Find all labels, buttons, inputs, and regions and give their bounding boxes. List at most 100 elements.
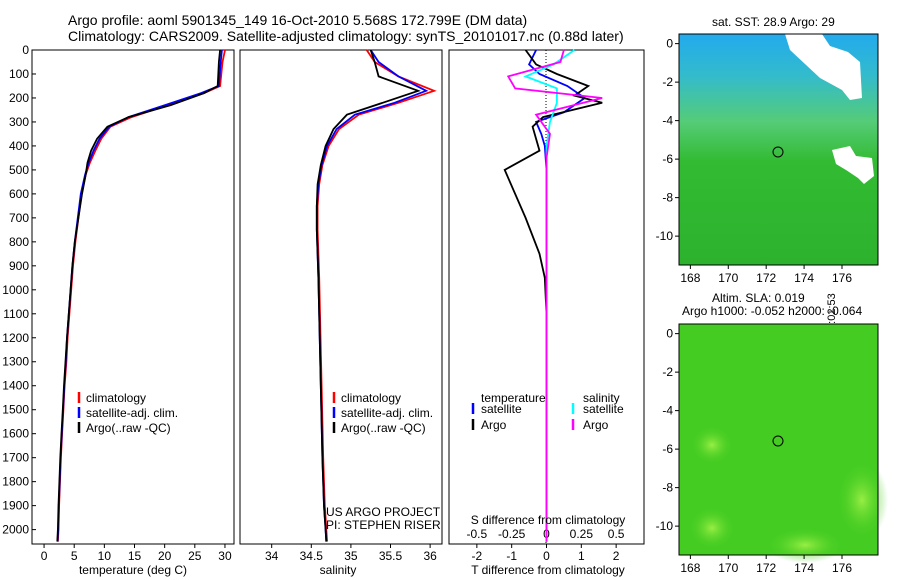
sla-lat-tick-label: -10: [656, 519, 674, 533]
sla-map-title-line-2: Argo h1000: -0.052 h2000: -0.064: [682, 304, 863, 318]
temperature-x-tick-label: 30: [218, 549, 232, 563]
legend-entry: satellite: [481, 402, 522, 416]
difference-x-tick-label: 2: [613, 549, 620, 563]
pressure-tick-label: 1500: [2, 403, 29, 417]
salinity-x-tick-label: 36: [423, 549, 437, 563]
temperature-series-argo-raw-qc-: [56, 49, 221, 542]
difference-series-s-satellite: [523, 49, 575, 542]
s-difference-tick-label: -0.25: [498, 527, 526, 541]
salinity-panel: 34 34.5 35 35.5 36 climatologysatellite-adj.…: [239, 49, 443, 577]
sst-lat-tick-label: 0: [666, 37, 673, 51]
sla-lat-tick-label: 0: [666, 327, 673, 341]
legend-entry: satellite: [583, 402, 624, 416]
difference-x-tick-label: -1: [506, 549, 517, 563]
pressure-tick-label: 400: [9, 139, 29, 153]
salinity-x-tick-label: 34: [265, 549, 279, 563]
sla-lon-tick-label: 170: [718, 561, 738, 575]
s-difference-label: S difference from climatology: [471, 513, 626, 527]
sla-map-frame: [678, 323, 879, 556]
sst-map-frame: [678, 33, 879, 266]
sst-lat-tick-label: -6: [662, 152, 673, 166]
sst-argo-marker: [772, 146, 784, 158]
sst-land-mask-east: [832, 146, 874, 184]
title-line-1: Argo profile: aoml 5901345_149 16-Oct-20…: [68, 12, 528, 28]
legend-entry: Argo: [481, 418, 507, 432]
s-difference-tick-label: 0.25: [570, 527, 594, 541]
legend-entry: Argo: [583, 418, 609, 432]
legend-entry: satellite-adj. clim.: [341, 406, 433, 420]
salinity-plot-frame: [239, 49, 443, 545]
t-difference-label: T difference from climatology: [471, 563, 625, 577]
sst-lon-tick-label: 170: [718, 271, 738, 285]
difference-x-tick-label: 1: [578, 549, 585, 563]
legend-entry: Argo(..raw -QC): [341, 421, 426, 435]
pressure-tick-label: 800: [9, 235, 29, 249]
sst-lon-tick-label: 176: [832, 271, 852, 285]
sla-high-patch-4: [765, 527, 845, 563]
sst-lat-tick-label: -10: [656, 229, 674, 243]
sla-high-patch-1: [690, 425, 734, 465]
pressure-tick-label: 1300: [2, 355, 29, 369]
pressure-tick-label: 300: [9, 115, 29, 129]
difference-panel: -2 -1 0 1 2-0.5 -0.25 0 0.25 0.5 temperature sali…: [448, 49, 645, 577]
pressure-tick-label: 1400: [2, 379, 29, 393]
pressure-tick-label: 1900: [2, 499, 29, 513]
pressure-tick-label: 0: [22, 43, 29, 57]
temperature-panel: 0100200300400500600700800900100011001200…: [2, 43, 235, 577]
salinity-x-label: salinity: [320, 563, 357, 577]
difference-series-t-satellite: [527, 49, 587, 542]
sst-lon-tick-label: 174: [794, 271, 814, 285]
sla-map-title-line-1: Altim. SLA: 0.019: [712, 291, 805, 305]
pressure-tick-label: 200: [9, 91, 29, 105]
sla-lat-tick-label: -8: [662, 481, 673, 495]
pressure-tick-label: 1800: [2, 475, 29, 489]
salinity-series-argo-raw-qc-: [315, 49, 421, 542]
sla-map: 168 170 172 174 176 0 -2 -4 -6 -8 -10: [656, 323, 888, 575]
temperature-x-tick-label: 15: [128, 549, 142, 563]
sst-lat-tick-label: -4: [662, 114, 673, 128]
temperature-x-tick-label: 10: [98, 549, 112, 563]
legend-entry: Argo(..raw -QC): [86, 421, 171, 435]
title-line-2: Climatology: CARS2009. Satellite-adjuste…: [68, 28, 624, 44]
pressure-tick-label: 700: [9, 211, 29, 225]
sst-lon-tick-label: 172: [756, 271, 776, 285]
difference-series-t-argo: [503, 49, 603, 542]
legend-entry: climatology: [341, 391, 401, 405]
sla-lon-tick-label: 174: [794, 561, 814, 575]
pi-credit: PI: STEPHEN RISER: [326, 518, 441, 532]
pressure-tick-label: 1600: [2, 427, 29, 441]
pressure-tick-label: 2000: [2, 523, 29, 537]
pressure-tick-label: 600: [9, 187, 29, 201]
s-difference-tick-label: -0.5: [467, 527, 488, 541]
difference-x-tick-label: 0: [543, 549, 550, 563]
sla-high-patch-2: [688, 506, 736, 550]
pressure-tick-label: 100: [9, 67, 29, 81]
salinity-series-satellite-adj-clim-: [315, 49, 429, 542]
temperature-x-tick-label: 5: [71, 549, 78, 563]
pressure-tick-label: 1200: [2, 331, 29, 345]
difference-series-s-argo: [506, 49, 603, 542]
temperature-series-climatology: [57, 49, 226, 542]
sla-argo-marker: [772, 435, 784, 447]
sla-lat-tick-label: -2: [662, 365, 673, 379]
sla-lon-tick-label: 168: [680, 561, 700, 575]
sst-map-title: sat. SST: 28.9 Argo: 29: [712, 15, 835, 29]
sst-lat-tick-label: -2: [662, 75, 673, 89]
difference-x-tick-label: -2: [472, 549, 483, 563]
temperature-plot-frame: [31, 49, 235, 545]
sla-lat-tick-label: -6: [662, 442, 673, 456]
sst-land-mask-north: [785, 34, 862, 100]
legend-header-salinity: salinity: [583, 391, 620, 405]
legend-header-temperature: temperature: [481, 391, 546, 405]
s-difference-tick-label: 0.5: [608, 527, 625, 541]
project-credit: US ARGO PROJECT: [326, 505, 441, 519]
pressure-tick-label: 1700: [2, 451, 29, 465]
pressure-tick-label: 1100: [3, 307, 29, 321]
sla-high-patch-3: [836, 460, 888, 540]
sst-map: 168 170 172 174 176 0 -2 -4 -6 -8 -10: [656, 33, 879, 285]
salinity-x-tick-label: 35.5: [379, 549, 403, 563]
pressure-tick-label: 1000: [2, 283, 29, 297]
temperature-x-tick-label: 25: [188, 549, 202, 563]
temperature-series-satellite-adj-clim-: [56, 49, 223, 542]
